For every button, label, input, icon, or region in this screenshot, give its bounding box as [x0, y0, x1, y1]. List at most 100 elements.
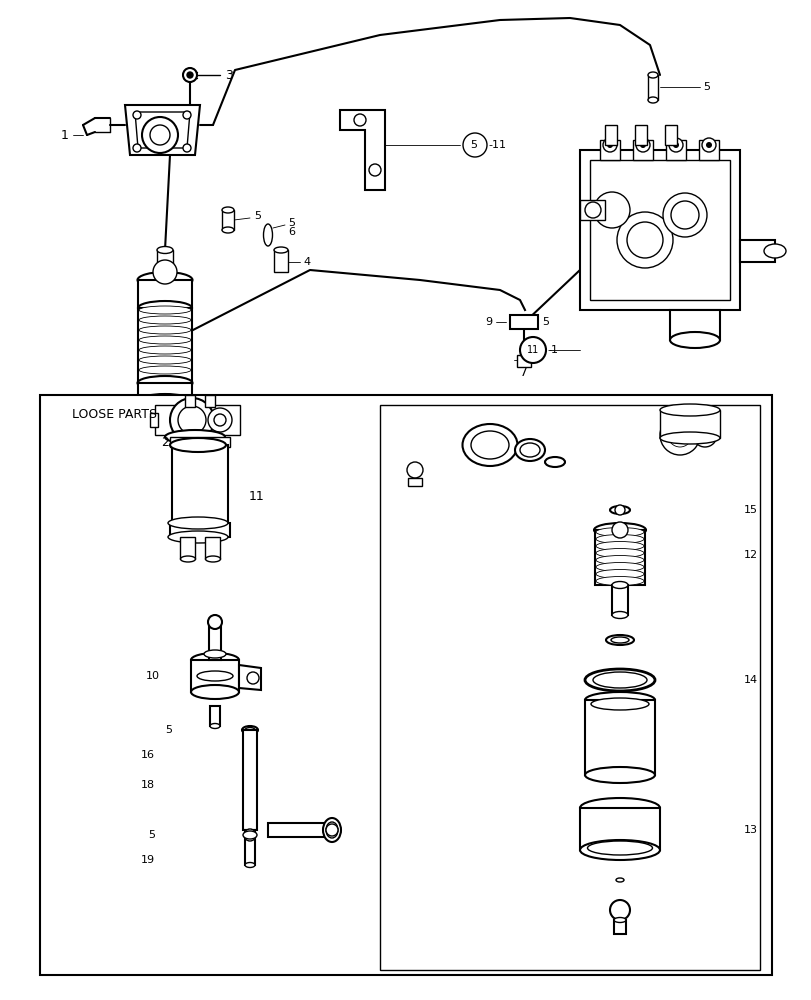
Polygon shape	[238, 665, 260, 690]
Bar	[594, 530, 644, 585]
Circle shape	[603, 138, 616, 152]
Text: 5: 5	[702, 82, 709, 92]
Circle shape	[519, 337, 545, 363]
Text: 11: 11	[526, 345, 539, 355]
Ellipse shape	[613, 917, 625, 922]
Bar	[191, 660, 238, 692]
Ellipse shape	[242, 726, 258, 734]
Bar	[739, 240, 774, 262]
Ellipse shape	[205, 556, 221, 562]
Circle shape	[668, 138, 682, 152]
Ellipse shape	[470, 431, 508, 459]
Ellipse shape	[616, 878, 623, 882]
Text: 16: 16	[141, 750, 155, 760]
Ellipse shape	[592, 672, 646, 688]
Bar	[633, 140, 652, 160]
Circle shape	[667, 423, 691, 447]
Text: -11: -11	[487, 140, 505, 150]
Bar	[169, 523, 230, 537]
Ellipse shape	[462, 424, 517, 466]
Ellipse shape	[325, 822, 337, 838]
Ellipse shape	[584, 692, 654, 708]
Text: 13: 13	[743, 825, 757, 835]
Ellipse shape	[609, 506, 629, 514]
Circle shape	[626, 222, 663, 258]
Bar	[208, 625, 221, 660]
Bar	[204, 395, 215, 407]
Ellipse shape	[595, 548, 643, 558]
Circle shape	[368, 164, 380, 176]
Ellipse shape	[647, 72, 657, 78]
Ellipse shape	[137, 272, 192, 288]
Circle shape	[609, 900, 629, 920]
Text: 10: 10	[146, 671, 160, 681]
Text: 5: 5	[254, 211, 260, 221]
Text: 2: 2	[161, 436, 169, 448]
Bar	[185, 395, 195, 407]
Circle shape	[611, 522, 627, 538]
Ellipse shape	[139, 356, 191, 364]
Circle shape	[635, 138, 649, 152]
Ellipse shape	[595, 562, 643, 572]
Bar	[268, 823, 328, 837]
Ellipse shape	[544, 457, 564, 467]
Circle shape	[614, 505, 624, 515]
Ellipse shape	[204, 650, 225, 658]
Circle shape	[325, 824, 337, 836]
Ellipse shape	[595, 528, 643, 536]
Circle shape	[142, 117, 178, 153]
Bar	[180, 537, 195, 559]
Ellipse shape	[605, 635, 633, 645]
Bar	[599, 140, 620, 160]
Circle shape	[182, 68, 197, 82]
Bar	[698, 140, 718, 160]
Bar	[584, 700, 654, 775]
Text: 11: 11	[249, 490, 264, 504]
Bar	[579, 150, 739, 310]
Ellipse shape	[191, 685, 238, 699]
Bar	[634, 125, 646, 145]
Polygon shape	[125, 105, 200, 155]
Bar	[242, 730, 257, 830]
Ellipse shape	[610, 637, 629, 643]
Ellipse shape	[590, 698, 648, 710]
Bar	[138, 308, 191, 383]
Ellipse shape	[611, 582, 627, 588]
Bar	[611, 585, 627, 615]
Ellipse shape	[197, 671, 233, 681]
Polygon shape	[340, 110, 384, 190]
Circle shape	[670, 201, 698, 229]
Text: 7: 7	[519, 365, 527, 378]
Circle shape	[354, 114, 366, 126]
Ellipse shape	[168, 517, 228, 529]
Ellipse shape	[763, 244, 785, 258]
Circle shape	[169, 398, 214, 442]
Ellipse shape	[191, 653, 238, 667]
Bar	[169, 437, 230, 447]
Circle shape	[178, 406, 206, 434]
Circle shape	[214, 414, 225, 426]
Bar	[157, 250, 173, 280]
Text: 12: 12	[743, 550, 757, 560]
Ellipse shape	[168, 531, 228, 543]
Polygon shape	[155, 405, 240, 435]
Bar	[647, 75, 657, 100]
Ellipse shape	[595, 534, 643, 544]
Text: 18: 18	[140, 780, 155, 790]
Circle shape	[208, 408, 232, 432]
Circle shape	[133, 111, 141, 119]
Bar	[138, 280, 191, 308]
Ellipse shape	[221, 207, 234, 213]
Bar	[172, 445, 228, 525]
Ellipse shape	[519, 443, 539, 457]
Text: 4: 4	[303, 257, 310, 267]
Circle shape	[243, 829, 255, 841]
Ellipse shape	[138, 301, 191, 315]
Ellipse shape	[157, 246, 173, 253]
Text: 5: 5	[541, 317, 548, 327]
Ellipse shape	[514, 439, 544, 461]
Ellipse shape	[180, 556, 195, 562]
Bar	[204, 537, 220, 559]
Circle shape	[616, 212, 672, 268]
Text: 5: 5	[288, 218, 294, 228]
